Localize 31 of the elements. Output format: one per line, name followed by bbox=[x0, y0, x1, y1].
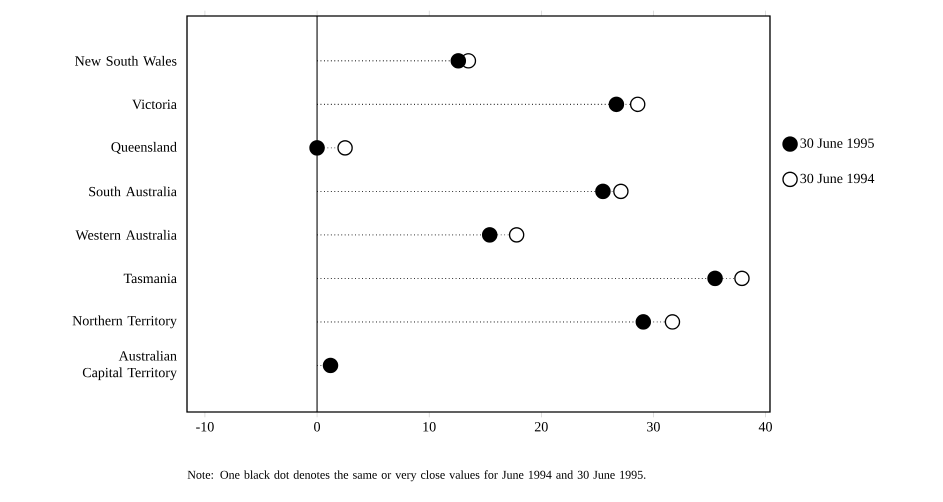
point bbox=[734, 270, 750, 286]
point bbox=[482, 227, 498, 243]
y-tick-label: Victoria bbox=[132, 100, 177, 110]
y-tick-label: Western Australia bbox=[75, 230, 177, 240]
y-tick-label: Tasmania bbox=[124, 274, 177, 284]
point bbox=[337, 140, 353, 156]
point bbox=[322, 358, 338, 374]
x-tick-label: -10 bbox=[196, 422, 214, 432]
x-tick-label: 20 bbox=[534, 422, 548, 432]
point bbox=[613, 184, 629, 200]
legend-label: 30 June 1994 bbox=[800, 174, 874, 184]
point bbox=[707, 270, 723, 286]
y-tick-label: Australian Capital Territory bbox=[82, 350, 177, 380]
point bbox=[309, 140, 325, 156]
point bbox=[608, 96, 624, 112]
point bbox=[630, 96, 646, 112]
point bbox=[636, 314, 652, 330]
point bbox=[595, 184, 611, 200]
point bbox=[508, 227, 524, 243]
x-tick-label: 10 bbox=[423, 422, 436, 432]
x-tick-label: 0 bbox=[314, 422, 320, 432]
y-tick-label: New South Wales bbox=[75, 56, 176, 66]
legend-label: 30 June 1995 bbox=[800, 138, 874, 148]
point bbox=[450, 53, 466, 69]
y-tick-label: South Australia bbox=[89, 186, 177, 196]
x-tick-label: 30 bbox=[647, 422, 660, 432]
text: Note: One black dot denotes the same or very close values for June 1994 and 30 June 1995. bbox=[188, 470, 646, 482]
y-tick-label: Queensland bbox=[111, 142, 177, 154]
y-tick-label: Northern Territory bbox=[72, 316, 177, 328]
x-tick-label: 40 bbox=[758, 422, 772, 432]
point bbox=[664, 314, 680, 330]
